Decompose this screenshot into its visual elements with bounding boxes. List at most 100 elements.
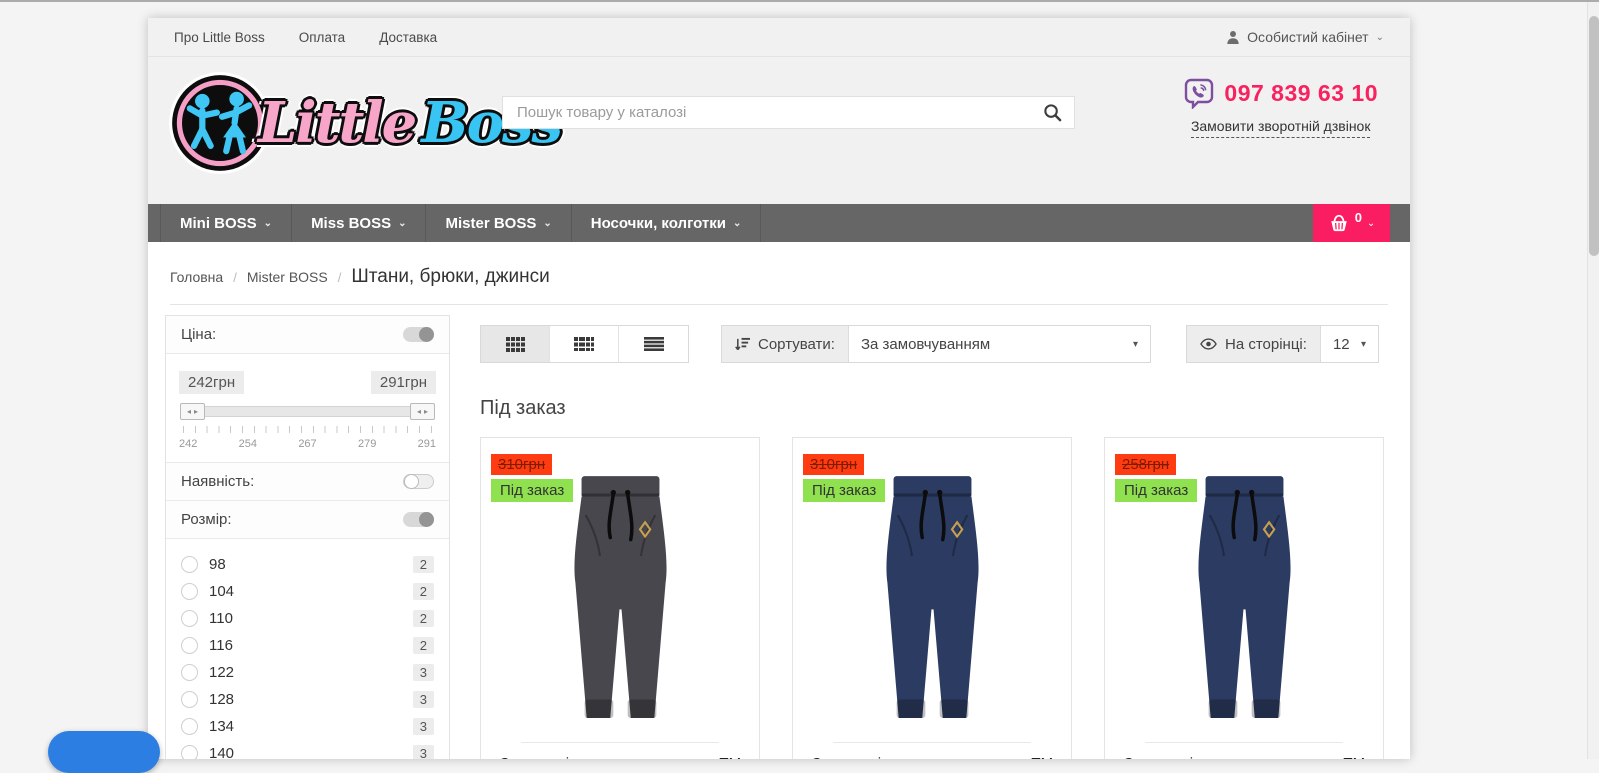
contact-block: 097 839 63 10 Замовити зворотній дзвінок (1183, 77, 1378, 138)
radio-icon[interactable] (181, 691, 198, 708)
price-slider-handle-max[interactable]: ◂▸ (410, 403, 435, 420)
price-slider-track[interactable]: ◂▸ ◂▸ (180, 406, 435, 417)
breadcrumb-mister-boss[interactable]: Mister BOSS (247, 269, 328, 285)
price-min-value: 242грн (179, 371, 244, 394)
radio-icon[interactable] (181, 664, 198, 681)
chat-widget-button[interactable] (48, 731, 160, 773)
chevron-down-icon: ⌄ (543, 218, 551, 229)
nav-item-miss-boss[interactable]: Miss BOSS ⌄ (292, 204, 426, 242)
pants-image (518, 464, 723, 726)
filter-price-label: Ціна: (181, 326, 216, 343)
dropdown-arrow-icon: ▾ (1361, 339, 1366, 350)
size-count: 2 (413, 610, 434, 627)
filter-size-label: Розмір: (181, 511, 232, 528)
viber-icon (1183, 77, 1215, 109)
scale-tick: 254 (239, 438, 257, 450)
price-slider-scale: 242 254 267 279 291 (179, 436, 436, 450)
scrollbar-thumb[interactable] (1589, 16, 1599, 256)
sort-selected-value: За замовчуванням (861, 336, 990, 353)
price-filter-toggle[interactable] (403, 327, 434, 342)
availability-filter-toggle[interactable] (403, 474, 434, 489)
view-list-button[interactable] (550, 326, 619, 362)
topbar-link-about[interactable]: Про Little Boss (174, 30, 265, 45)
sort-select[interactable]: За замовчуванням ▾ (849, 326, 1150, 362)
account-menu[interactable]: Особистий кабінет ⌄ (1226, 29, 1384, 45)
product-title[interactable]: Спортивні штани для хлопчика ТМ (481, 743, 759, 759)
search-button[interactable] (1030, 97, 1074, 128)
eye-icon (1200, 338, 1217, 350)
product-title[interactable]: Спортивні штани для хлопчика ТМ (1105, 743, 1383, 759)
search-bar (502, 96, 1075, 129)
availability-badge: Під заказ (803, 479, 885, 502)
size-option-128[interactable]: 128 3 (166, 686, 449, 713)
scale-tick: 267 (298, 438, 316, 450)
size-label: 122 (209, 664, 413, 681)
per-page-label-box: На сторінці: (1187, 326, 1321, 362)
scale-tick: 279 (358, 438, 376, 450)
breadcrumb: Головна / Mister BOSS / Штани, брюки, дж… (170, 242, 1388, 305)
radio-icon[interactable] (181, 583, 198, 600)
size-count: 3 (413, 664, 434, 681)
size-label: 134 (209, 718, 413, 735)
radio-icon[interactable] (181, 610, 198, 627)
nav-item-mister-boss[interactable]: Mister BOSS⌄ (426, 204, 571, 242)
size-option-122[interactable]: 122 3 (166, 659, 449, 686)
product-card[interactable]: 310грн Під заказ (792, 437, 1072, 759)
size-filter-toggle[interactable] (403, 512, 434, 527)
browser-top-edge (0, 0, 1599, 2)
view-switcher (480, 325, 689, 363)
view-grid-button[interactable] (481, 326, 550, 362)
callback-link[interactable]: Замовити зворотній дзвінок (1191, 116, 1371, 138)
size-options-list: 98 2 104 2 110 2 116 2 122 3 (166, 539, 449, 759)
size-option-116[interactable]: 116 2 (166, 632, 449, 659)
size-count: 3 (413, 691, 434, 708)
per-page-selected-value: 12 (1333, 336, 1350, 353)
product-card[interactable]: 310грн Під заказ (480, 437, 760, 759)
size-option-140[interactable]: 140 3 (166, 740, 449, 759)
product-title[interactable]: Спортивні штани для хлопчика ТМ (793, 743, 1071, 759)
nav-item-socks[interactable]: Носочки, колготки⌄ (572, 204, 762, 242)
size-option-110[interactable]: 110 2 (166, 605, 449, 632)
radio-icon[interactable] (181, 718, 198, 735)
size-option-134[interactable]: 134 3 (166, 713, 449, 740)
page-title: Штани, брюки, джинси (351, 266, 549, 288)
radio-icon[interactable] (181, 745, 198, 759)
chevron-down-icon: ⌄ (733, 218, 741, 229)
size-option-98[interactable]: 98 2 (166, 551, 449, 578)
size-count: 2 (413, 583, 434, 600)
phone-number[interactable]: 097 839 63 10 (1224, 80, 1378, 107)
price-max-value: 291грн (371, 371, 436, 394)
nav-label: Miss BOSS (311, 215, 391, 232)
filter-availability-label: Наявність: (181, 473, 254, 490)
nav-item-mini-boss[interactable]: Mini BOSS⌄ (160, 204, 292, 242)
top-utility-bar: Про Little Boss Оплата Доставка Особисти… (148, 18, 1410, 57)
per-page-select[interactable]: 12 ▾ (1321, 326, 1378, 362)
cart-button[interactable]: 0 ⌄ (1313, 204, 1390, 242)
availability-badge: Під заказ (1115, 479, 1197, 502)
per-page-label: На сторінці: (1225, 336, 1307, 353)
breadcrumb-separator: / (338, 270, 342, 285)
size-option-104[interactable]: 104 2 (166, 578, 449, 605)
radio-icon[interactable] (181, 556, 198, 573)
page-scrollbar[interactable] (1587, 2, 1599, 759)
size-label: 140 (209, 745, 413, 759)
topbar-link-payment[interactable]: Оплата (299, 30, 345, 45)
filter-sidebar: Ціна: 242грн 291грн ◂▸ ◂▸ 242 254 267 27… (165, 315, 450, 759)
chevron-down-icon: ⌄ (398, 218, 406, 229)
scale-tick: 242 (179, 438, 197, 450)
dropdown-arrow-icon: ▾ (1133, 339, 1138, 350)
size-label: 110 (209, 610, 413, 627)
chevron-down-icon: ⌄ (264, 218, 272, 229)
view-table-button[interactable] (619, 326, 688, 362)
product-card[interactable]: 258грн Під заказ (1104, 437, 1384, 759)
radio-icon[interactable] (181, 637, 198, 654)
availability-badge: Під заказ (491, 479, 573, 502)
breadcrumb-home[interactable]: Головна (170, 269, 223, 285)
per-page-control: На сторінці: 12 ▾ (1186, 325, 1379, 363)
topbar-link-delivery[interactable]: Доставка (379, 30, 437, 45)
filter-availability-header: Наявність: (166, 463, 449, 501)
pants-image (830, 464, 1035, 726)
old-price-badge: 258грн (1115, 454, 1176, 475)
price-slider-handle-min[interactable]: ◂▸ (180, 403, 205, 420)
search-input[interactable] (503, 104, 1030, 121)
